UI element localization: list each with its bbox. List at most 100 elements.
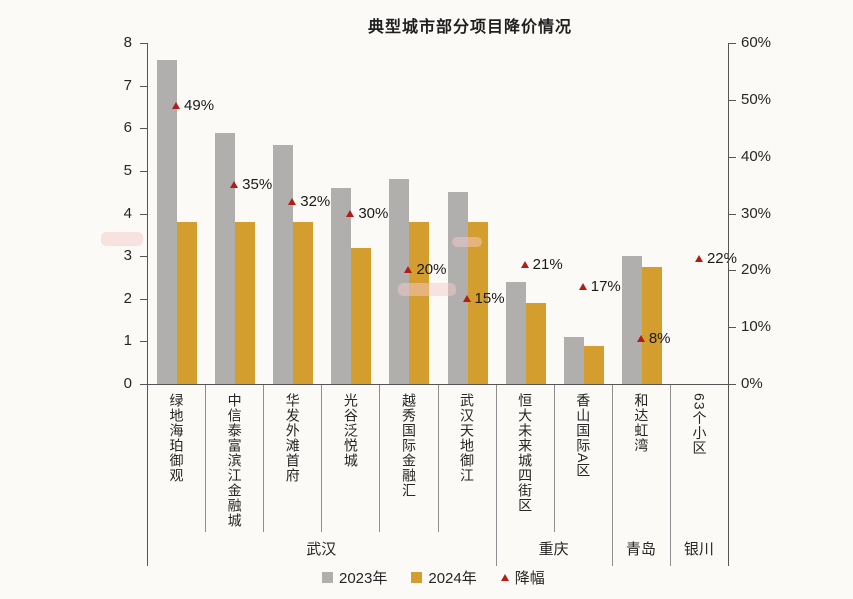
column-divider: [379, 384, 381, 532]
y-axis-left-tick: [140, 256, 147, 258]
category-label-text: 恒大未来城四街区: [517, 393, 534, 513]
y-axis-right-tick-label: 50%: [741, 90, 772, 108]
bar-2024: [235, 222, 256, 384]
drop-marker-icon: [230, 181, 239, 189]
category-label-text: 武汉天地御江: [459, 393, 476, 483]
y-axis-right-tick-label: 60%: [741, 34, 772, 51]
bar-2023: [157, 60, 178, 384]
bar-2024: [641, 266, 662, 384]
y-axis-right-tick-label: 40%: [741, 147, 772, 165]
category-label: 武汉天地御江: [438, 393, 496, 529]
legend-triangle-drop-icon: [500, 573, 509, 581]
group-divider: [495, 384, 497, 566]
y-axis-right-tick: [729, 43, 736, 44]
drop-label: 35%: [242, 176, 273, 194]
chart-title: 典型城市部分项目降价情况: [367, 19, 573, 36]
y-axis-left-tick-label: 4: [123, 204, 132, 222]
bar-2024: [525, 303, 546, 384]
drop-marker-icon: [462, 294, 471, 302]
category-label-text: 华发外滩首府: [284, 393, 301, 483]
y-axis-left-tick-label: 5: [123, 161, 132, 179]
y-axis-right-tick: [729, 384, 736, 385]
column-divider: [263, 384, 265, 532]
bar-2023: [563, 337, 584, 384]
bar-2024: [583, 345, 604, 384]
y-axis-left-tick: [140, 85, 147, 87]
y-axis-left-tick-label: 3: [123, 247, 132, 265]
bar-2023: [621, 256, 642, 384]
legend-swatch-2023-icon: [322, 571, 333, 583]
category-label: 恒大未来城四街区: [496, 393, 554, 529]
y-axis-right-tick-label: 30%: [741, 204, 772, 222]
city-group-label: 武汉: [306, 541, 337, 558]
watermark-smudge: [452, 237, 482, 247]
category-label: 63个小区: [670, 393, 728, 529]
drop-label: 32%: [300, 193, 331, 211]
category-label: 绿地海珀御观: [147, 393, 205, 529]
y-axis-left-tick-label: 1: [123, 332, 132, 350]
drop-label: 22%: [706, 249, 737, 267]
drop-marker-icon: [694, 254, 703, 262]
column-divider: [205, 384, 207, 532]
y-axis-left-line: [147, 43, 148, 566]
category-label: 和达虹湾: [612, 393, 670, 529]
legend-item-2024: 2024年: [411, 567, 477, 588]
category-label: 香山国际A区: [554, 393, 612, 529]
drop-label: 15%: [474, 289, 505, 307]
y-axis-right-tick: [729, 156, 736, 158]
bar-2024: [177, 222, 198, 384]
city-group-label: 重庆: [538, 541, 569, 558]
y-axis-right-tick-label: 20%: [741, 261, 772, 279]
y-axis-right-tick-label: 0%: [741, 375, 763, 392]
bar-2023: [505, 281, 526, 384]
y-axis-left-tick-label: 0: [123, 375, 132, 392]
drop-marker-icon: [288, 198, 297, 206]
drop-label: 20%: [416, 261, 447, 279]
category-label-text: 光谷泛悦城: [342, 393, 359, 468]
category-label-text: 中信泰富滨江金融城: [226, 393, 243, 528]
bar-2023: [389, 179, 410, 384]
drop-label: 21%: [532, 255, 563, 273]
bar-2024: [351, 247, 372, 384]
category-label: 光谷泛悦城: [321, 393, 379, 529]
y-axis-left-tick: [140, 128, 147, 130]
y-axis-left-tick: [140, 170, 147, 172]
category-label-text: 越秀国际金融汇: [400, 393, 417, 498]
bar-2023: [273, 145, 294, 384]
category-label: 华发外滩首府: [263, 393, 321, 529]
y-axis-right-tick: [729, 99, 736, 101]
y-axis-left-tick-label: 7: [123, 76, 132, 94]
drop-label: 49%: [184, 96, 215, 114]
y-axis-left-tick-label: 6: [123, 119, 132, 137]
legend: 2023年 2024年 降幅: [322, 565, 545, 589]
city-group-label: 银川: [683, 541, 714, 558]
bar-2024: [409, 222, 430, 384]
drop-label: 17%: [590, 278, 621, 296]
category-label: 中信泰富滨江金融城: [205, 393, 263, 529]
legend-label-2023: 2023年: [339, 569, 388, 587]
y-axis-left-tick: [140, 43, 147, 44]
y-axis-right-tick: [729, 270, 736, 272]
y-axis-left-tick-label: 8: [123, 34, 132, 51]
group-divider: [669, 384, 671, 566]
drop-marker-icon: [404, 266, 413, 274]
legend-swatch-2024-icon: [411, 571, 423, 583]
y-axis-right-tick-label: 10%: [741, 318, 772, 336]
bar-2023: [331, 187, 352, 384]
drop-marker-icon: [520, 260, 529, 268]
column-divider: [553, 384, 555, 532]
drop-label: 8%: [648, 329, 671, 347]
y-axis-left-tick: [140, 298, 147, 300]
column-divider: [437, 384, 439, 532]
city-group-label: 青岛: [625, 541, 656, 558]
watermark-smudge: [398, 283, 456, 296]
group-divider: [611, 384, 613, 566]
y-axis-left-tick-label: 2: [123, 289, 132, 307]
watermark-smudge: [101, 232, 143, 246]
category-label-text: 香山国际A区: [575, 393, 592, 479]
drop-marker-icon: [636, 334, 645, 342]
y-axis-right-tick: [729, 213, 736, 215]
legend-item-drop: 降幅: [500, 567, 545, 588]
y-axis-left-tick: [140, 341, 147, 343]
